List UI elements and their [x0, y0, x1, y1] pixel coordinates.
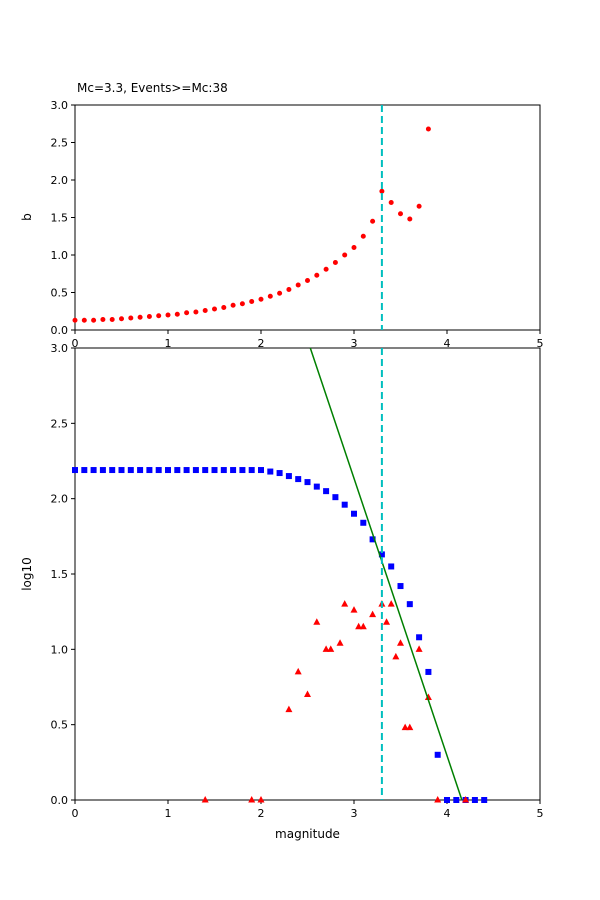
- y-tick-label: 0.0: [51, 794, 69, 807]
- y-tick-label: 0.5: [51, 719, 69, 732]
- x-tick-label: 2: [258, 337, 265, 350]
- series-b-estimates: [72, 126, 431, 323]
- x-tick-label: 0: [72, 807, 79, 820]
- y-tick-label: 1.0: [51, 643, 69, 656]
- x-tick-label: 0: [72, 337, 79, 350]
- x-axis-label: magnitude: [275, 827, 340, 841]
- x-tick-label: 5: [537, 337, 544, 350]
- y-tick-label: 3.0: [51, 342, 69, 355]
- x-tick-label: 5: [537, 807, 544, 820]
- y-tick-label: 0.0: [51, 324, 69, 337]
- y-tick-label: 1.5: [51, 212, 69, 225]
- x-tick-label: 1: [165, 807, 172, 820]
- x-tick-label: 4: [444, 337, 451, 350]
- series-gr-fit-line: [309, 347, 463, 801]
- chart-title: Mc=3.3, Events>=Mc:38: [77, 81, 228, 95]
- y-tick-label: 2.5: [51, 137, 69, 150]
- y-tick-label: 1.0: [51, 249, 69, 262]
- x-tick-label: 4: [444, 807, 451, 820]
- frequency-magnitude-plot-y-ticks: 0.0 0.5 1.0 1.5 2.0 2.5 3.0: [51, 342, 75, 807]
- x-tick-label: 3: [351, 337, 358, 350]
- frequency-magnitude-plot-frame: [74, 347, 541, 801]
- y-tick-label: 2.0: [51, 493, 69, 506]
- y-tick-label: 1.5: [51, 568, 69, 581]
- y-tick-label: 2.0: [51, 174, 69, 187]
- b-value-plot-frame: [74, 104, 541, 331]
- series-cumulative-counts: [72, 467, 488, 803]
- b-value-plot-y-ticks: 0.0 0.5 1.0 1.5 2.0 2.5 3.0: [51, 99, 75, 337]
- x-tick-label: 3: [351, 807, 358, 820]
- series-binned-counts: [201, 600, 470, 803]
- y-tick-label: 0.5: [51, 287, 69, 300]
- y-tick-label: 3.0: [51, 99, 69, 112]
- x-tick-label: 1: [165, 337, 172, 350]
- x-tick-label: 2: [258, 807, 265, 820]
- b-value-plot-x-ticks: 0 1 2 3 4 5: [72, 330, 544, 350]
- y-tick-label: 2.5: [51, 417, 69, 430]
- frequency-magnitude-plot-x-ticks: 0 1 2 3 4 5: [72, 800, 544, 820]
